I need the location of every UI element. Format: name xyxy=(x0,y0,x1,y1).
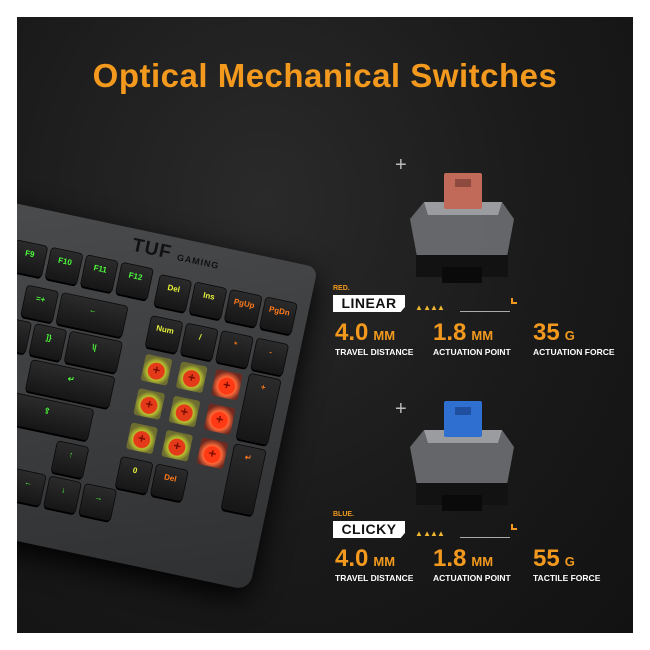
key: F10 xyxy=(45,247,83,285)
stat-travel: 4.0 MM TRAVEL DISTANCE xyxy=(335,545,414,583)
key: ]} xyxy=(29,324,67,361)
key: + xyxy=(236,373,281,445)
travel-line xyxy=(460,537,510,538)
exposed-switch xyxy=(175,361,208,394)
exposed-switch xyxy=(168,395,201,428)
key: PgDn xyxy=(259,297,297,335)
travel-line xyxy=(460,311,510,312)
key: Ins xyxy=(189,282,227,320)
stat-travel: 4.0 MM TRAVEL DISTANCE xyxy=(335,319,414,357)
switch-stem xyxy=(444,401,482,437)
key: * xyxy=(216,331,253,368)
blue-switch-specs: BLUE. CLICKY ▲ ▲▲▲ 4.0 MM TRAVEL DISTANCE … xyxy=(333,511,633,611)
key: F11 xyxy=(80,255,118,293)
exposed-switch xyxy=(196,437,229,470)
product-banner: Optical Mechanical Switches TUF GAMING F… xyxy=(17,17,633,633)
key: Del xyxy=(154,275,192,312)
plus-icon: + xyxy=(395,398,407,420)
key: PgUp xyxy=(224,290,262,327)
stat-force: 35 G ACTUATION FORCE xyxy=(533,319,615,357)
corner-mark xyxy=(511,524,517,530)
variant-label: BLUE. xyxy=(333,511,354,518)
key: 0 xyxy=(115,457,153,494)
key: \| xyxy=(64,331,122,373)
red-switch-image xyxy=(410,173,514,283)
exposed-switch xyxy=(161,429,194,462)
exposed-switch xyxy=(203,403,236,436)
key: → xyxy=(79,484,117,521)
keyboard-plate: TUF GAMING F9F10F11F12DelInsPgUpPgDn=+←[… xyxy=(17,199,318,591)
corner-mark xyxy=(511,298,517,304)
key: ↵ xyxy=(221,444,266,516)
key: Del xyxy=(150,464,188,502)
key: ↓ xyxy=(44,476,81,514)
page-title: Optical Mechanical Switches xyxy=(92,57,558,94)
plus-icon: + xyxy=(395,154,407,176)
switch-type-badge: CLICKY xyxy=(333,521,405,538)
key: ← xyxy=(56,293,128,338)
exposed-switch xyxy=(210,368,243,401)
switch-type-badge: LINEAR xyxy=(333,295,405,312)
force-icon: ▲ ▲▲▲ xyxy=(415,303,445,312)
stat-force: 55 G TACTILE FORCE xyxy=(533,545,601,583)
red-switch-specs: RED. LINEAR ▲ ▲▲▲ 4.0 MM TRAVEL DISTANCE 1… xyxy=(333,285,633,385)
key: =+ xyxy=(21,285,59,323)
stat-actuation-point: 1.8 MM ACTUATION POINT xyxy=(433,319,511,357)
variant-label: RED. xyxy=(333,285,350,292)
key: Num xyxy=(145,316,183,353)
key: F9 xyxy=(17,240,48,278)
key: / xyxy=(180,323,218,361)
blue-switch-image xyxy=(410,401,514,511)
exposed-switch xyxy=(125,422,158,455)
exposed-switch xyxy=(133,388,166,421)
key: - xyxy=(251,338,289,376)
key: ← xyxy=(17,469,46,506)
switch-stem xyxy=(444,173,482,209)
exposed-switch xyxy=(140,353,173,386)
key: ↑ xyxy=(51,441,89,479)
stat-actuation-point: 1.8 MM ACTUATION POINT xyxy=(433,545,511,583)
key: F12 xyxy=(116,262,153,300)
force-icon: ▲ ▲▲▲ xyxy=(415,529,445,538)
key: [{ xyxy=(17,316,31,354)
